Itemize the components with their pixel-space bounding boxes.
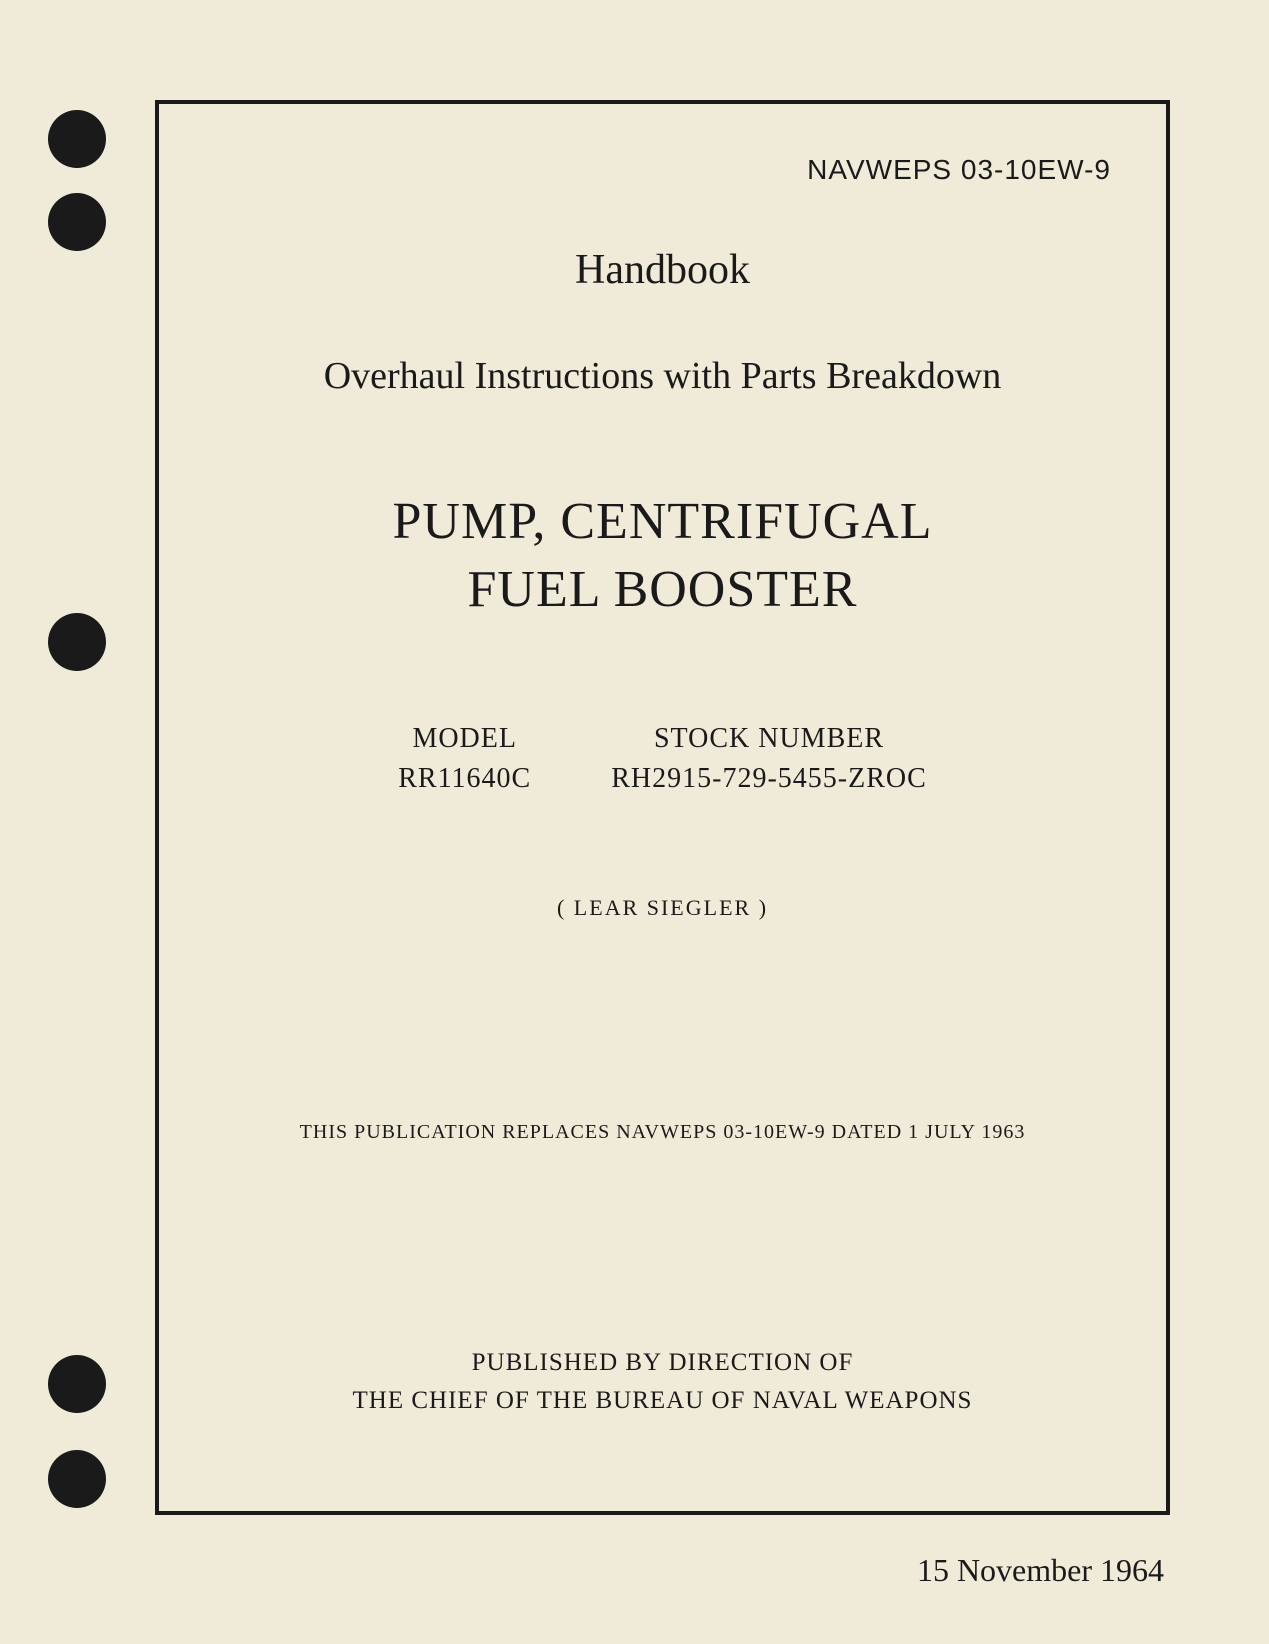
punch-hole [48, 1355, 106, 1413]
publisher-info: PUBLISHED BY DIRECTION OF THE CHIEF OF T… [214, 1344, 1111, 1419]
content-border: NAVWEPS 03-10EW-9 Handbook Overhaul Inst… [155, 100, 1170, 1515]
stock-header: STOCK NUMBER [611, 723, 927, 755]
main-title-line-2: FUEL BOOSTER [214, 556, 1111, 624]
model-column: MODEL RR11640C [398, 723, 531, 795]
handbook-label: Handbook [214, 246, 1111, 294]
main-title: PUMP, CENTRIFUGAL FUEL BOOSTER [214, 488, 1111, 623]
model-value: RR11640C [398, 763, 531, 795]
publisher-line-2: THE CHIEF OF THE BUREAU OF NAVAL WEAPONS [214, 1382, 1111, 1420]
document-subtitle: Overhaul Instructions with Parts Breakdo… [214, 354, 1111, 398]
stock-column: STOCK NUMBER RH2915-729-5455-ZROC [611, 723, 927, 795]
main-title-line-1: PUMP, CENTRIFUGAL [214, 488, 1111, 556]
replacement-note: THIS PUBLICATION REPLACES NAVWEPS 03-10E… [214, 1121, 1111, 1144]
stock-value: RH2915-729-5455-ZROC [611, 763, 927, 795]
punch-hole [48, 110, 106, 168]
manufacturer-label: ( LEAR SIEGLER ) [214, 895, 1111, 921]
document-number: NAVWEPS 03-10EW-9 [214, 154, 1111, 186]
punch-hole [48, 193, 106, 251]
model-header: MODEL [398, 723, 531, 755]
publisher-line-1: PUBLISHED BY DIRECTION OF [214, 1344, 1111, 1382]
model-stock-section: MODEL RR11640C STOCK NUMBER RH2915-729-5… [214, 723, 1111, 795]
document-page: NAVWEPS 03-10EW-9 Handbook Overhaul Inst… [0, 0, 1269, 1644]
publication-date: 15 November 1964 [917, 1552, 1164, 1589]
punch-hole [48, 1450, 106, 1508]
punch-hole [48, 613, 106, 671]
